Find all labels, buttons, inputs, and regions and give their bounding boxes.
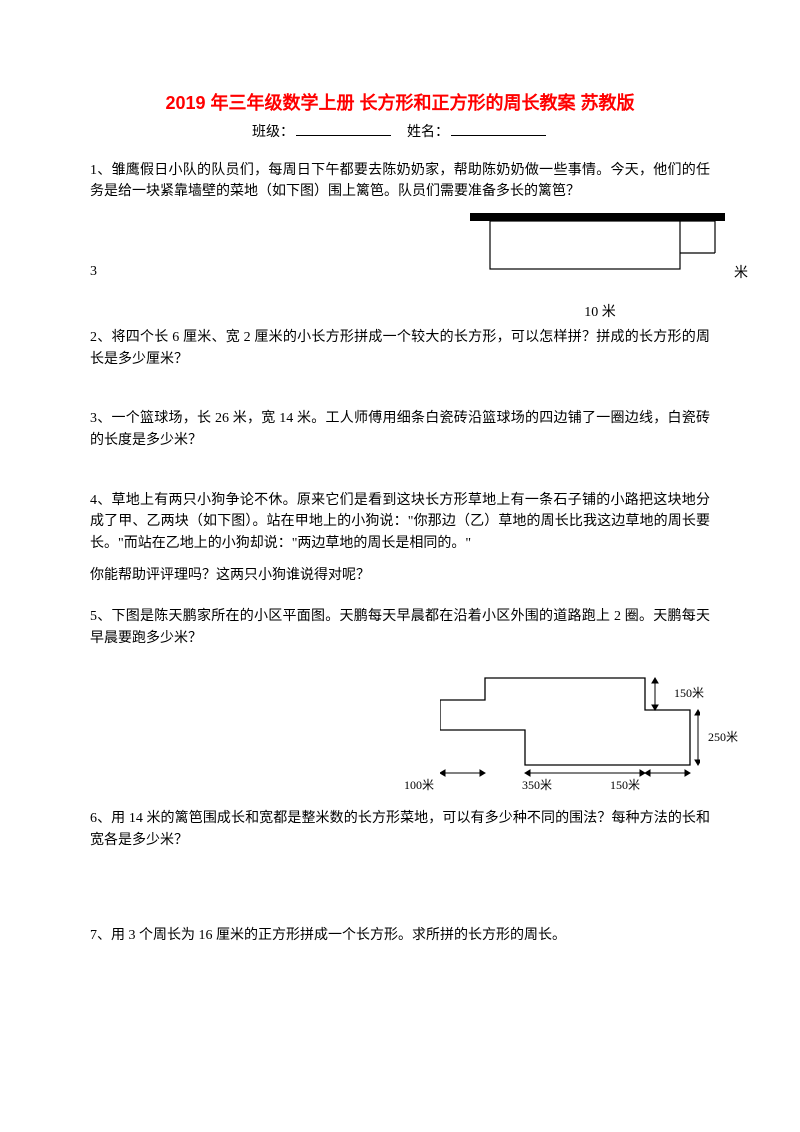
q5-figure-wrap: 150米 250米 350米 100米 150米 [90, 660, 710, 800]
q5-label-350: 350米 [522, 776, 552, 795]
q5-label-250: 250米 [708, 728, 738, 747]
class-blank [296, 122, 391, 136]
question-3: 3、一个篮球场，长 26 米，宽 14 米。工人师傅用细条白瓷砖沿篮球场的四边铺… [90, 408, 710, 451]
question-1: 1、雏鹰假日小队的队员们，每周日下午都要去陈奶奶家，帮助陈奶奶做一些事情。今天，… [90, 160, 710, 203]
q5-label-100: 100米 [404, 776, 434, 795]
q1-bottom-label: 10 米 [470, 302, 730, 324]
q1-figure: 米 10 米 [470, 213, 730, 323]
question-2: 2、将四个长 6 厘米、宽 2 厘米的小长方形拼成一个较大的长方形，可以怎样拼？… [90, 327, 710, 370]
name-blank [451, 122, 546, 136]
question-7: 7、用 3 个周长为 16 厘米的正方形拼成一个长方形。求所拼的长方形的周长。 [90, 925, 710, 947]
q4-text: 4、草地上有两只小狗争论不休。原来它们是看到这块长方形草地上有一条石子铺的小路把… [90, 493, 710, 551]
q1-left-number: 3 [90, 261, 97, 283]
class-label: 班级： [252, 125, 294, 140]
question-4-tail: 你能帮助评评理吗？这两只小狗谁说得对呢？ [90, 565, 710, 587]
header-fields: 班级： 姓名： [90, 122, 710, 144]
q5-label-150top: 150米 [674, 684, 704, 703]
question-6: 6、用 14 米的篱笆围成长和宽都是整米数的长方形菜地，可以有多少种不同的围法？… [90, 808, 710, 851]
q1-figure-area: 3 米 10 米 [90, 213, 710, 313]
q1-unit: 米 [734, 263, 748, 285]
page-title: 2019 年三年级数学上册 长方形和正方形的周长教案 苏教版 [90, 90, 710, 118]
q5-label-150bot: 150米 [610, 776, 640, 795]
question-4: 4、草地上有两只小狗争论不休。原来它们是看到这块长方形草地上有一条石子铺的小路把… [90, 490, 710, 555]
question-5: 5、下图是陈天鹏家所在的小区平面图。天鹏每天早晨都在沿着小区外围的道路跑上 2 … [90, 606, 710, 649]
q5-figure: 150米 250米 350米 100米 150米 [400, 660, 700, 800]
name-label: 姓名： [407, 125, 449, 140]
